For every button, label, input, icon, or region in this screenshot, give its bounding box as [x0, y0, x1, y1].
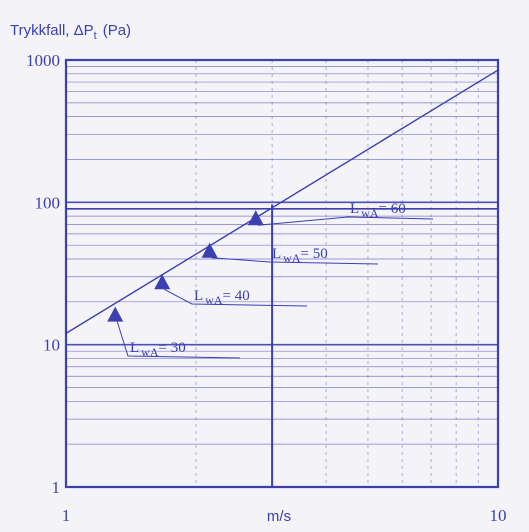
- marker-leader-line: [163, 288, 308, 307]
- marker-leader-line: [116, 321, 241, 359]
- triangle-marker: [107, 306, 124, 322]
- marker-leader-line: [257, 216, 434, 226]
- x-tick-label: 1: [62, 506, 71, 525]
- plot-frame: [64, 58, 500, 489]
- chart-title-subscript: t: [94, 30, 97, 42]
- marker-label-l: L: [350, 201, 359, 217]
- y-tick-label: 100: [35, 193, 61, 212]
- marker-label-value: = 60: [379, 201, 406, 217]
- marker-label-l: L: [194, 288, 203, 304]
- marker-label-value: = 40: [223, 288, 250, 304]
- triangle-marker: [247, 210, 264, 226]
- marker-label-l: L: [272, 246, 281, 262]
- series-line: [65, 69, 499, 334]
- marker-label-value: = 50: [301, 246, 328, 262]
- chart-title-main: Trykkfall, ΔP: [10, 22, 94, 39]
- chart-title-unit: (Pa): [103, 22, 131, 39]
- y-tick-label: 1: [52, 478, 61, 497]
- y-tick-label: 1000: [26, 51, 60, 70]
- chart-title: Trykkfall, ΔPt (Pa): [10, 22, 131, 42]
- tick-labels: 1 10 100 1000 1 10: [26, 51, 507, 525]
- series-layer: [65, 69, 499, 334]
- triangle-marker: [154, 274, 171, 290]
- marker-leader-line: [211, 257, 379, 265]
- x-axis-label: m/s: [267, 508, 291, 525]
- marker-label-l: L: [130, 340, 139, 356]
- marker-label-value: = 30: [159, 340, 186, 356]
- marker-label-subscript: wA: [205, 293, 223, 307]
- marker-label-subscript: wA: [361, 206, 379, 220]
- grid: [66, 60, 498, 488]
- marker-label-subscript: wA: [283, 251, 301, 265]
- x-tick-label: 10: [490, 506, 507, 525]
- y-tick-label: 10: [43, 336, 60, 355]
- marker-label-subscript: wA: [141, 345, 159, 359]
- triangle-marker: [201, 242, 218, 258]
